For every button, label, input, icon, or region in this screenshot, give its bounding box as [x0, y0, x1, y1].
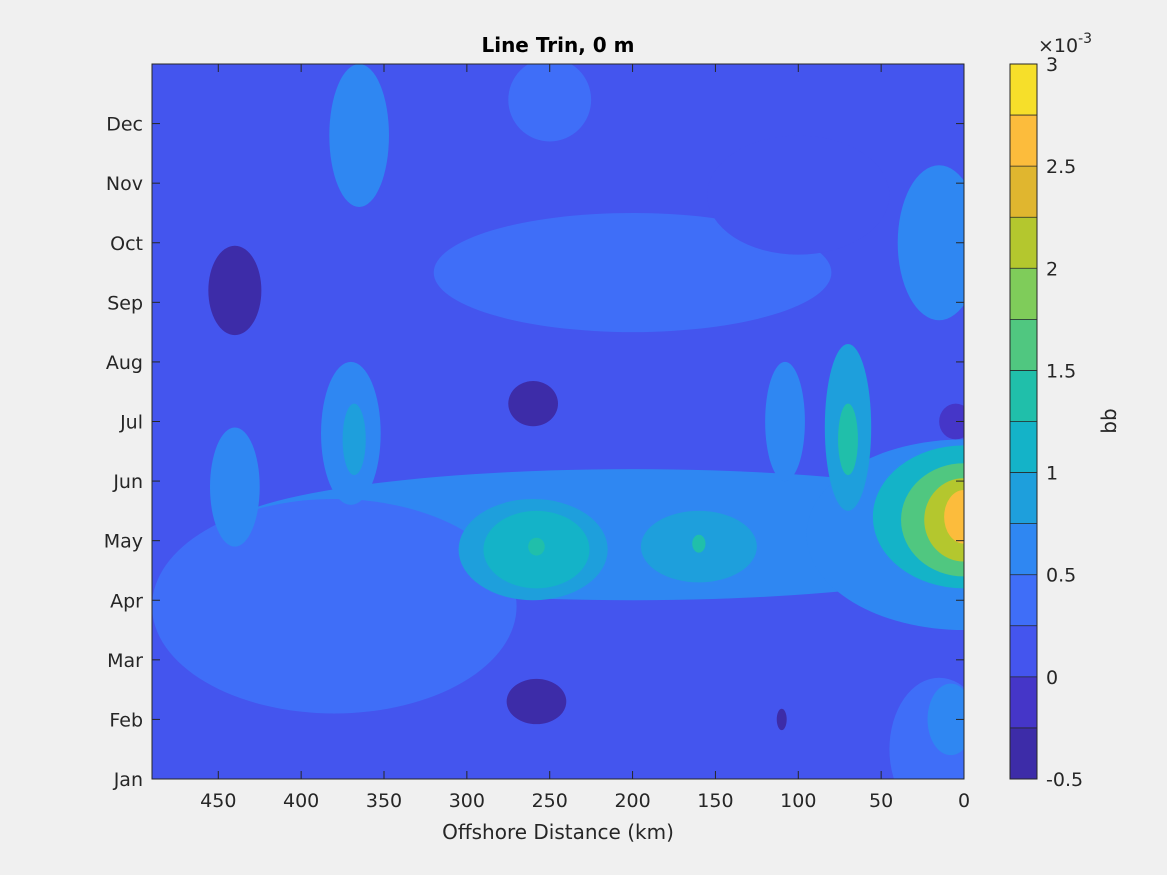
y-tick-label: Mar — [107, 650, 143, 672]
y-tick-label: Nov — [106, 173, 143, 195]
colorbar-segment — [1010, 727, 1037, 779]
contour-region — [508, 64, 592, 142]
colorbar-segment — [1010, 676, 1037, 728]
x-tick-label: 300 — [449, 790, 485, 812]
x-axis: 450 400 350 300 250 200 150 100 50 0 — [200, 64, 970, 812]
colorbar-segment — [1010, 115, 1037, 167]
colorbar-tick-label: 1 — [1046, 463, 1058, 485]
colorbar-exponent: -3 — [1078, 31, 1092, 47]
chart-title: Line Trin, 0 m — [481, 33, 634, 57]
colorbar-tick-label: -0.5 — [1046, 769, 1083, 791]
contour-region — [927, 683, 964, 756]
contour-region — [433, 212, 832, 333]
contour-regions — [152, 64, 964, 779]
contour-region — [897, 165, 964, 321]
contour-region — [506, 678, 567, 725]
colorbar-segment — [1010, 472, 1037, 524]
colorbar-segment — [1010, 319, 1037, 371]
y-tick-label: Jul — [119, 412, 143, 434]
y-tick-label: Jan — [113, 769, 143, 791]
colorbar-label: bb — [1097, 408, 1121, 433]
y-tick-label: May — [104, 531, 143, 553]
colorbar-segment — [1010, 625, 1037, 677]
y-tick-label: Aug — [106, 352, 143, 374]
contour-region — [508, 380, 558, 427]
colorbar-tick-label: 0.5 — [1046, 565, 1076, 587]
x-tick-label: 50 — [869, 790, 893, 812]
colorbar-tick-label: 3 — [1046, 54, 1058, 76]
y-tick-label: Oct — [110, 233, 143, 255]
contour-region — [707, 135, 890, 255]
colorbar-segment — [1010, 574, 1037, 626]
y-tick-label: Feb — [109, 709, 143, 731]
colorbar-segment — [1010, 217, 1037, 269]
contour-region — [939, 403, 964, 440]
x-axis-label: Offshore Distance (km) — [442, 820, 674, 844]
contour-region — [208, 245, 262, 336]
contour-region — [776, 708, 787, 731]
colorbar-segment — [1010, 523, 1037, 575]
contour-region — [152, 498, 517, 714]
y-tick-label: Jun — [112, 471, 143, 493]
contour-region — [765, 361, 805, 482]
plot-area — [152, 64, 964, 779]
colorbar-frame — [1009, 63, 1038, 780]
y-axis: Jan Feb Mar Apr May Jun Jul Aug Sep Oct Nov Dec — [104, 114, 964, 791]
y-tick-label: Apr — [110, 590, 143, 612]
contour-region — [210, 427, 260, 547]
colorbar-tick-label: 0 — [1046, 667, 1058, 689]
x-tick-label: 250 — [532, 790, 568, 812]
contour-region — [692, 534, 706, 553]
contour-region — [944, 490, 964, 544]
x-tick-label: 400 — [283, 790, 319, 812]
x-tick-label: 350 — [366, 790, 402, 812]
contour-region — [528, 537, 545, 556]
colorbar-segment — [1010, 268, 1037, 320]
y-tick-label: Sep — [107, 292, 143, 314]
contour-region — [838, 403, 858, 476]
x-tick-label: 450 — [200, 790, 236, 812]
contour-region — [342, 403, 366, 476]
colorbar-segment — [1010, 166, 1037, 218]
colorbar-tick-label: 1.5 — [1046, 360, 1076, 382]
x-tick-label: 200 — [614, 790, 650, 812]
contour-region — [329, 64, 389, 207]
colorbar-segment — [1010, 370, 1037, 422]
colorbar-tick-label: 2.5 — [1046, 156, 1076, 178]
colorbar-segment — [1010, 421, 1037, 473]
x-tick-label: 150 — [697, 790, 733, 812]
colorbar-tick-label: 2 — [1046, 258, 1058, 280]
y-tick-label: Dec — [106, 114, 143, 136]
colorbar-multiplier: ×10-3 — [1038, 31, 1092, 57]
x-tick-label: 0 — [958, 790, 970, 812]
colorbar-segment — [1010, 64, 1037, 116]
colorbar: -0.5 0 0.5 1 1.5 2 2.5 3 ×10-3 bb — [1009, 31, 1121, 791]
x-tick-label: 100 — [780, 790, 816, 812]
